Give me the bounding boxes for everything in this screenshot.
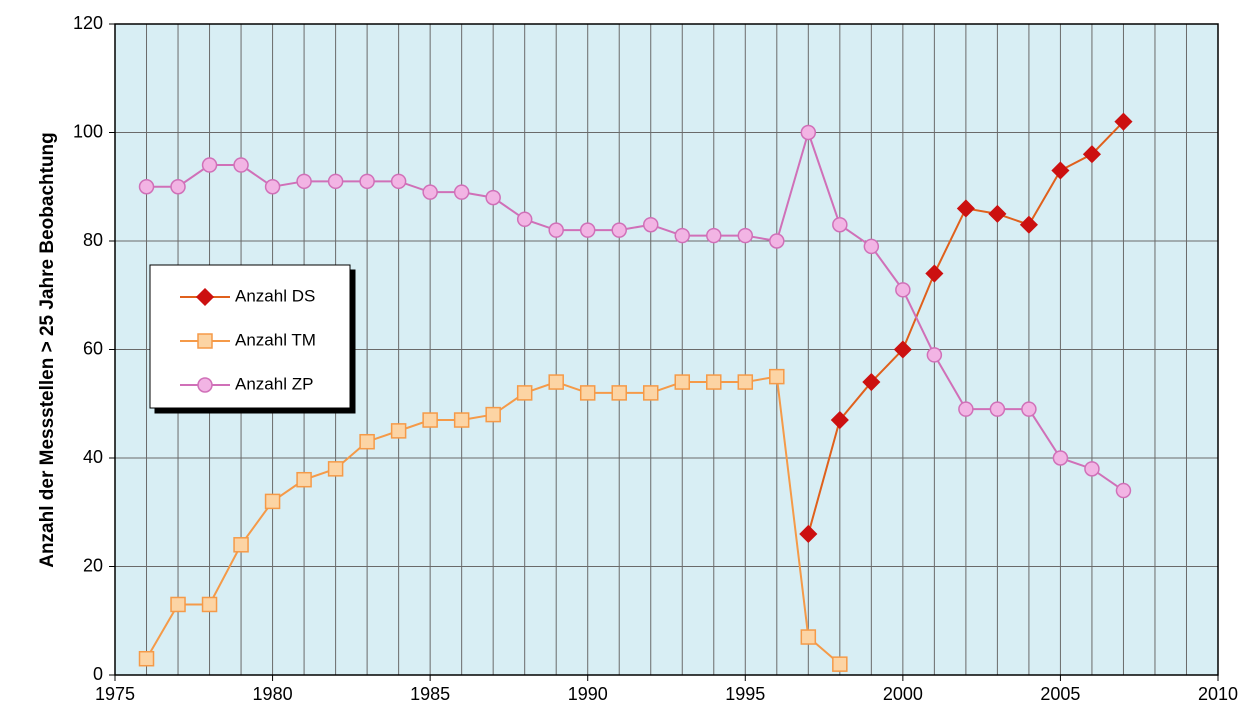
- marker: [958, 401, 974, 417]
- marker: [642, 385, 659, 401]
- marker: [453, 412, 470, 428]
- marker: [1019, 215, 1038, 234]
- legend: Anzahl DS Anzahl TM Anzahl ZP: [149, 264, 351, 409]
- marker: [830, 410, 849, 430]
- marker: [327, 173, 344, 190]
- marker: [296, 471, 312, 488]
- x-tick-label: 1985: [410, 684, 450, 704]
- marker: [233, 157, 249, 173]
- marker: [359, 433, 375, 450]
- y-tick-label: 100: [73, 121, 103, 141]
- y-tick-label: 40: [83, 447, 103, 467]
- marker: [516, 211, 533, 228]
- x-tick-label: 2000: [883, 684, 923, 704]
- marker: [138, 179, 155, 195]
- marker: [170, 596, 186, 613]
- y-axis-label: Anzahl der Messstellen > 25 Jahre Beobac…: [37, 132, 58, 568]
- marker: [1052, 450, 1069, 466]
- marker: [862, 372, 881, 392]
- x-tick-label: 1980: [253, 684, 293, 704]
- x-tick-label: 1995: [725, 684, 765, 704]
- marker: [264, 493, 281, 510]
- marker: [359, 173, 375, 190]
- marker: [989, 401, 1006, 417]
- marker: [799, 524, 818, 544]
- marker: [674, 227, 691, 244]
- marker: [800, 124, 817, 141]
- marker: [197, 377, 213, 393]
- marker: [611, 385, 627, 401]
- marker: [1114, 112, 1133, 131]
- marker: [197, 333, 213, 349]
- marker: [1084, 461, 1100, 477]
- marker: [201, 157, 218, 173]
- marker: [1115, 482, 1132, 499]
- marker: [579, 222, 596, 238]
- marker: [956, 199, 975, 218]
- marker: [1021, 401, 1037, 417]
- marker: [832, 656, 848, 672]
- marker: [800, 629, 817, 645]
- x-tick-label: 1975: [95, 684, 135, 704]
- marker: [737, 374, 754, 390]
- x-tick-label: 2010: [1198, 684, 1238, 704]
- legend-label: Anzahl ZP: [235, 374, 313, 393]
- marker: [706, 374, 722, 390]
- marker: [296, 173, 312, 190]
- marker: [201, 596, 218, 613]
- marker: [926, 347, 943, 363]
- marker: [895, 282, 911, 298]
- marker: [390, 423, 407, 439]
- marker: [485, 406, 501, 423]
- marker: [832, 216, 848, 233]
- y-tick-label: 20: [83, 555, 103, 575]
- marker: [925, 264, 944, 283]
- marker: [988, 204, 1007, 223]
- legend-label: Anzahl TM: [235, 330, 316, 349]
- marker: [706, 227, 722, 244]
- marker: [893, 340, 912, 359]
- marker: [579, 385, 596, 401]
- marker: [195, 287, 215, 307]
- marker: [1051, 161, 1070, 180]
- marker: [769, 368, 785, 385]
- marker: [422, 412, 438, 428]
- marker: [611, 222, 627, 238]
- x-tick-label: 2005: [1040, 684, 1080, 704]
- marker: [769, 233, 785, 249]
- marker: [548, 374, 564, 390]
- y-tick-label: 80: [83, 230, 103, 250]
- marker: [390, 173, 407, 190]
- marker: [642, 216, 659, 233]
- marker: [138, 650, 155, 667]
- marker: [485, 189, 501, 206]
- marker: [264, 179, 281, 195]
- marker: [453, 184, 470, 200]
- marker: [548, 222, 564, 238]
- y-tick-label: 0: [93, 664, 103, 684]
- marker: [674, 374, 691, 390]
- plot-border: [114, 23, 1219, 676]
- marker: [327, 461, 344, 477]
- marker: [737, 227, 754, 244]
- marker: [516, 385, 533, 401]
- marker: [1082, 145, 1102, 164]
- x-tick-label: 1990: [568, 684, 608, 704]
- marker: [422, 184, 438, 200]
- marker: [863, 238, 880, 255]
- marker: [233, 537, 249, 553]
- legend-label: Anzahl DS: [235, 286, 315, 305]
- marker: [170, 179, 186, 195]
- y-tick-label: 120: [73, 13, 103, 33]
- y-tick-label: 60: [83, 338, 103, 358]
